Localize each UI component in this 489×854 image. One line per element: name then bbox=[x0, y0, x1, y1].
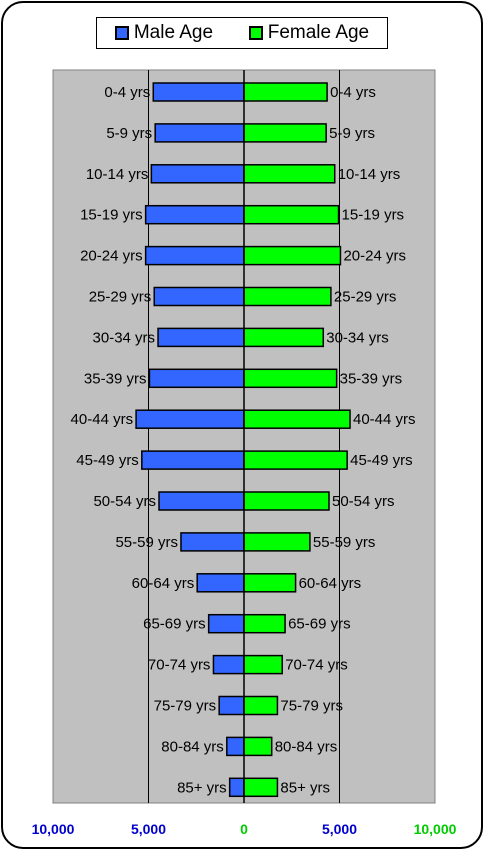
legend-item-female: Female Age bbox=[248, 22, 370, 44]
female-bar bbox=[243, 327, 325, 348]
male-bar bbox=[212, 654, 245, 675]
male-category-label: 35-39 yrs bbox=[84, 370, 147, 387]
male-bar bbox=[226, 736, 245, 757]
x-tick-label: 10,000 bbox=[414, 821, 457, 837]
male-category-label: 30-34 yrs bbox=[93, 329, 156, 346]
female-category-label: 25-29 yrs bbox=[334, 289, 397, 306]
x-tick-label: 0 bbox=[240, 821, 248, 837]
female-bar bbox=[243, 613, 286, 634]
female-bar bbox=[243, 450, 348, 470]
male-category-label: 80-84 yrs bbox=[161, 738, 224, 755]
female-bar bbox=[243, 777, 279, 798]
female-bar bbox=[243, 573, 297, 593]
male-category-label: 55-59 yrs bbox=[115, 534, 178, 551]
female-category-label: 85+ yrs bbox=[280, 779, 330, 796]
x-tick-label: 5,000 bbox=[322, 821, 357, 837]
male-category-label: 25-29 yrs bbox=[89, 289, 152, 306]
female-category-label: 15-19 yrs bbox=[342, 207, 405, 224]
female-category-label: 20-24 yrs bbox=[343, 248, 406, 265]
male-category-label: 5-9 yrs bbox=[106, 125, 152, 142]
male-bar bbox=[144, 245, 245, 266]
male-bar bbox=[158, 491, 245, 511]
male-bar bbox=[141, 450, 245, 470]
female-bar bbox=[243, 736, 273, 757]
x-tick-label: 5,000 bbox=[131, 821, 166, 837]
legend-swatch-female bbox=[248, 26, 263, 40]
male-category-label: 75-79 yrs bbox=[154, 698, 217, 715]
male-category-label: 60-64 yrs bbox=[132, 575, 195, 592]
legend: Male Age Female Age bbox=[96, 17, 388, 49]
female-category-label: 80-84 yrs bbox=[275, 738, 338, 755]
female-category-label: 0-4 yrs bbox=[330, 84, 376, 101]
male-category-label: 15-19 yrs bbox=[80, 207, 143, 224]
male-category-label: 45-49 yrs bbox=[76, 452, 139, 469]
male-category-label: 0-4 yrs bbox=[104, 84, 150, 101]
male-bar bbox=[157, 327, 245, 348]
male-category-label: 20-24 yrs bbox=[80, 248, 143, 265]
male-category-label: 70-74 yrs bbox=[148, 657, 211, 674]
male-bar bbox=[180, 532, 245, 552]
female-category-label: 5-9 yrs bbox=[329, 125, 375, 142]
female-bar bbox=[243, 123, 327, 143]
male-category-label: 40-44 yrs bbox=[71, 411, 134, 428]
female-category-label: 45-49 yrs bbox=[350, 452, 413, 469]
female-bar bbox=[243, 286, 332, 307]
x-tick-label: 10,000 bbox=[32, 821, 75, 837]
female-bar bbox=[243, 164, 336, 184]
female-bar bbox=[243, 368, 338, 389]
male-category-label: 65-69 yrs bbox=[143, 616, 206, 633]
female-category-label: 35-39 yrs bbox=[340, 370, 403, 387]
male-bar bbox=[218, 695, 245, 716]
female-category-label: 10-14 yrs bbox=[338, 166, 401, 183]
female-category-label: 55-59 yrs bbox=[313, 534, 376, 551]
female-bar bbox=[243, 245, 342, 266]
male-bar bbox=[148, 368, 245, 389]
male-category-label: 85+ yrs bbox=[177, 779, 227, 796]
male-bar bbox=[228, 777, 245, 798]
female-category-label: 60-64 yrs bbox=[299, 575, 362, 592]
male-category-label: 50-54 yrs bbox=[93, 493, 156, 510]
male-category-label: 10-14 yrs bbox=[86, 166, 149, 183]
female-bar bbox=[243, 204, 340, 225]
legend-item-male: Male Age bbox=[114, 22, 214, 44]
female-bar bbox=[243, 654, 283, 675]
legend-label-female: Female Age bbox=[267, 22, 370, 43]
female-category-label: 70-74 yrs bbox=[285, 657, 348, 674]
male-bar bbox=[207, 613, 245, 634]
male-bar bbox=[152, 82, 245, 102]
female-bar bbox=[243, 82, 328, 102]
female-bar bbox=[243, 695, 279, 716]
female-category-label: 40-44 yrs bbox=[353, 411, 416, 428]
female-category-label: 75-79 yrs bbox=[280, 698, 343, 715]
female-category-label: 30-34 yrs bbox=[326, 329, 389, 346]
male-bar bbox=[196, 573, 245, 593]
male-bar bbox=[153, 286, 245, 307]
male-bar bbox=[144, 204, 245, 225]
male-bar bbox=[154, 123, 245, 143]
legend-label-male: Male Age bbox=[133, 22, 214, 43]
male-bar bbox=[150, 164, 245, 184]
female-bar bbox=[243, 532, 311, 552]
female-category-label: 65-69 yrs bbox=[288, 616, 351, 633]
male-bar bbox=[135, 409, 245, 429]
legend-swatch-male bbox=[114, 26, 129, 40]
female-bar bbox=[243, 409, 351, 429]
female-category-label: 50-54 yrs bbox=[332, 493, 395, 510]
female-bar bbox=[243, 491, 330, 511]
